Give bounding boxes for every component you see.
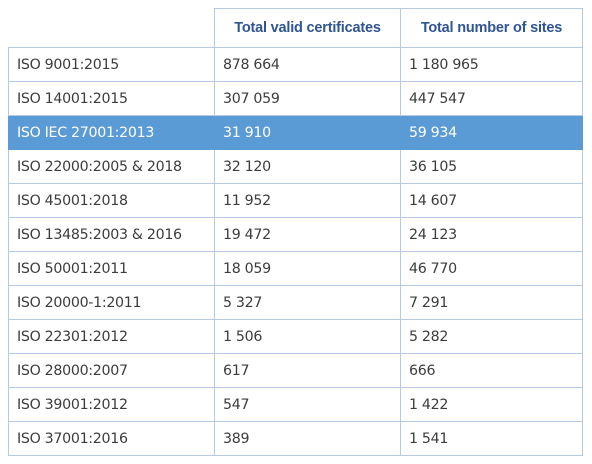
cell-standard: ISO 22000:2005 & 2018 bbox=[8, 149, 215, 184]
cell-standard: ISO 28000:2007 bbox=[8, 353, 215, 388]
cell-standard: ISO 50001:2011 bbox=[8, 251, 215, 286]
table-row: ISO 22000:2005 & 2018 32 120 36 105 bbox=[8, 149, 583, 184]
cell-standard: ISO 13485:2003 & 2016 bbox=[8, 217, 215, 252]
cell-sites: 7 291 bbox=[400, 285, 583, 320]
table-row: ISO 14001:2015 307 059 447 547 bbox=[8, 81, 583, 116]
iso-certificates-table: Total valid certificates Total number of… bbox=[8, 8, 583, 456]
header-total-valid-certificates-label: Total valid certificates bbox=[234, 20, 381, 36]
cell-certificates: 1 506 bbox=[214, 319, 401, 354]
cell-sites: 1 541 bbox=[400, 421, 583, 456]
cell-sites: 46 770 bbox=[400, 251, 583, 286]
cell-sites: 666 bbox=[400, 353, 583, 388]
cell-standard: ISO 39001:2012 bbox=[8, 387, 215, 422]
cell-standard: ISO 45001:2018 bbox=[8, 183, 215, 218]
header-total-valid-certificates: Total valid certificates bbox=[214, 8, 401, 48]
cell-sites: 5 282 bbox=[400, 319, 583, 354]
table-row: ISO 45001:2018 11 952 14 607 bbox=[8, 183, 583, 218]
header-total-number-of-sites-label: Total number of sites bbox=[420, 20, 563, 36]
cell-certificates: 18 059 bbox=[214, 251, 401, 286]
header-total-number-of-sites: Total number of sites bbox=[400, 8, 583, 48]
cell-certificates: 5 327 bbox=[214, 285, 401, 320]
table-header-row: Total valid certificates Total number of… bbox=[8, 8, 583, 48]
cell-standard: ISO IEC 27001:2013 bbox=[8, 115, 215, 150]
cell-sites: 14 607 bbox=[400, 183, 583, 218]
cell-certificates: 31 910 bbox=[214, 115, 401, 150]
cell-standard: ISO 9001:2015 bbox=[8, 47, 215, 82]
table-row: ISO 37001:2016 389 1 541 bbox=[8, 421, 583, 456]
table-row: ISO 28000:2007 617 666 bbox=[8, 353, 583, 388]
cell-sites: 59 934 bbox=[400, 115, 583, 150]
cell-certificates: 19 472 bbox=[214, 217, 401, 252]
table-row: ISO 9001:2015 878 664 1 180 965 bbox=[8, 47, 583, 82]
cell-certificates: 307 059 bbox=[214, 81, 401, 116]
cell-sites: 36 105 bbox=[400, 149, 583, 184]
header-standard bbox=[8, 8, 215, 48]
table-row: ISO 50001:2011 18 059 46 770 bbox=[8, 251, 583, 286]
cell-certificates: 11 952 bbox=[214, 183, 401, 218]
cell-standard: ISO 20000-1:2011 bbox=[8, 285, 215, 320]
cell-sites: 24 123 bbox=[400, 217, 583, 252]
cell-certificates: 32 120 bbox=[214, 149, 401, 184]
cell-certificates: 617 bbox=[214, 353, 401, 388]
cell-sites: 1 180 965 bbox=[400, 47, 583, 82]
table-row-highlighted: ISO IEC 27001:2013 31 910 59 934 bbox=[8, 115, 583, 150]
cell-standard: ISO 22301:2012 bbox=[8, 319, 215, 354]
cell-certificates: 389 bbox=[214, 421, 401, 456]
table-row: ISO 22301:2012 1 506 5 282 bbox=[8, 319, 583, 354]
cell-standard: ISO 14001:2015 bbox=[8, 81, 215, 116]
cell-certificates: 547 bbox=[214, 387, 401, 422]
cell-sites: 447 547 bbox=[400, 81, 583, 116]
cell-sites: 1 422 bbox=[400, 387, 583, 422]
table-row: ISO 13485:2003 & 2016 19 472 24 123 bbox=[8, 217, 583, 252]
table-row: ISO 20000-1:2011 5 327 7 291 bbox=[8, 285, 583, 320]
cell-certificates: 878 664 bbox=[214, 47, 401, 82]
cell-standard: ISO 37001:2016 bbox=[8, 421, 215, 456]
table-row: ISO 39001:2012 547 1 422 bbox=[8, 387, 583, 422]
